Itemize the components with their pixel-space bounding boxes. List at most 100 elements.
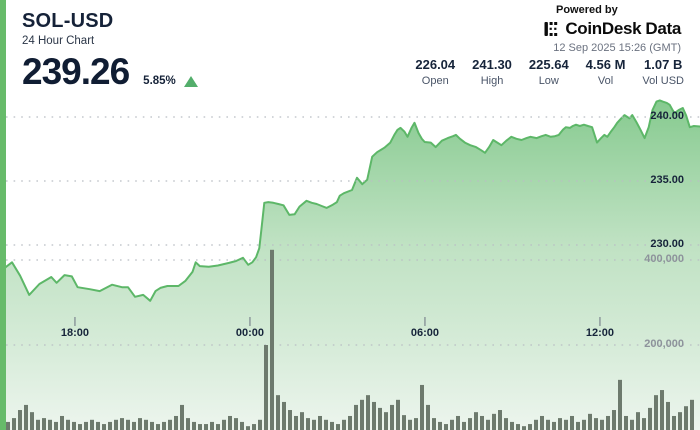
volume-bar bbox=[606, 415, 610, 430]
volume-bar bbox=[642, 418, 646, 430]
volume-bar bbox=[36, 419, 40, 430]
price-row: 239.26 5.85% bbox=[22, 53, 198, 90]
volume-bar bbox=[198, 424, 202, 430]
volume-bar bbox=[216, 424, 220, 430]
volume-bar bbox=[420, 384, 424, 430]
volume-bar bbox=[570, 415, 574, 430]
volume-bar bbox=[612, 410, 616, 430]
volume-bar bbox=[168, 419, 172, 430]
stat-label: High bbox=[480, 75, 504, 87]
volume-bar bbox=[330, 421, 334, 430]
volume-bar bbox=[186, 418, 190, 430]
brand-name: CoinDesk Data bbox=[565, 19, 681, 38]
volume-bar bbox=[378, 407, 382, 430]
stat-value: 241.30 bbox=[472, 57, 512, 72]
volume-bar bbox=[342, 419, 346, 430]
volume-bar bbox=[552, 421, 556, 430]
stat-value: 4.56 M bbox=[585, 57, 626, 72]
volume-bar bbox=[78, 424, 82, 430]
volume-bar bbox=[306, 418, 310, 430]
volume-bar bbox=[180, 404, 184, 430]
volume-bar bbox=[690, 399, 694, 430]
time-tick-label: 06:00 bbox=[410, 327, 440, 339]
current-price: 239.26 bbox=[22, 51, 130, 92]
volume-bar bbox=[222, 419, 226, 430]
volume-bar bbox=[18, 410, 22, 430]
volume-bar bbox=[414, 418, 418, 430]
up-triangle-icon bbox=[183, 76, 198, 87]
volume-bar bbox=[528, 424, 532, 430]
volume-axis-label: 200,000 bbox=[644, 338, 684, 350]
volume-bar bbox=[210, 421, 214, 430]
volume-bar bbox=[96, 421, 100, 430]
volume-bar bbox=[438, 421, 442, 430]
brand-block: Powered by CoinDesk Data 12 Sep 2025 15:2… bbox=[521, 4, 681, 54]
volume-bar bbox=[666, 401, 670, 430]
stat-open: 226.04 Open bbox=[415, 57, 455, 87]
volume-bar bbox=[42, 418, 46, 430]
stat-low: 225.64 Low bbox=[529, 57, 569, 87]
coindesk-logo[interactable]: CoinDesk Data bbox=[521, 19, 681, 39]
chart-subtitle: 24 Hour Chart bbox=[22, 35, 95, 47]
powered-by-label: Powered by bbox=[556, 4, 618, 16]
volume-bar bbox=[30, 412, 34, 430]
stat-value: 226.04 bbox=[415, 57, 456, 72]
volume-bar bbox=[648, 407, 652, 430]
volume-bar bbox=[462, 421, 466, 430]
volume-bar bbox=[264, 345, 268, 430]
volume-bar bbox=[534, 419, 538, 430]
time-tick-label: 12:00 bbox=[585, 327, 615, 339]
volume-bar bbox=[270, 249, 274, 430]
symbol-title: SOL-USD bbox=[22, 10, 114, 32]
volume-bar bbox=[402, 415, 406, 430]
volume-bar bbox=[48, 419, 52, 430]
volume-bar bbox=[24, 404, 28, 430]
volume-bar bbox=[492, 413, 496, 430]
volume-bar bbox=[162, 421, 166, 430]
volume-bar bbox=[432, 418, 436, 430]
volume-bar bbox=[288, 410, 292, 430]
header: SOL-USD 24 Hour Chart 239.26 5.85% bbox=[22, 10, 198, 90]
volume-bar bbox=[108, 421, 112, 430]
volume-bar bbox=[618, 379, 622, 430]
volume-bar bbox=[564, 419, 568, 430]
volume-bar bbox=[156, 424, 160, 430]
volume-bar bbox=[474, 412, 478, 430]
volume-bar bbox=[228, 415, 232, 430]
volume-bar bbox=[498, 410, 502, 430]
volume-bar bbox=[480, 415, 484, 430]
volume-bar bbox=[294, 415, 298, 430]
stat-label: Vol bbox=[597, 75, 614, 87]
volume-bar bbox=[174, 415, 178, 430]
volume-bar bbox=[426, 404, 430, 430]
left-accent-stripe bbox=[0, 0, 6, 430]
time-tick-label: 00:00 bbox=[235, 327, 265, 339]
volume-bar bbox=[390, 404, 394, 430]
volume-bar bbox=[516, 424, 520, 430]
volume-bar bbox=[60, 415, 64, 430]
volume-bar bbox=[234, 418, 238, 430]
volume-bar bbox=[546, 419, 550, 430]
volume-axis-label: 400,000 bbox=[644, 253, 684, 265]
volume-bar bbox=[258, 419, 262, 430]
volume-bar bbox=[684, 406, 688, 430]
volume-bar bbox=[240, 421, 244, 430]
volume-bar bbox=[366, 395, 370, 430]
volume-bar bbox=[630, 419, 634, 430]
volume-bar bbox=[594, 418, 598, 430]
time-tick-label: 18:00 bbox=[60, 327, 90, 339]
volume-bar bbox=[624, 415, 628, 430]
volume-bar bbox=[504, 418, 508, 430]
stat-vol: 4.56 M Vol bbox=[586, 57, 626, 87]
volume-bar bbox=[654, 395, 658, 430]
volume-bar bbox=[72, 421, 76, 430]
volume-bar bbox=[510, 421, 514, 430]
volume-bar bbox=[456, 415, 460, 430]
volume-bar bbox=[660, 390, 664, 430]
volume-bar bbox=[252, 424, 256, 430]
volume-bar bbox=[276, 395, 280, 430]
stat-high: 241.30 High bbox=[472, 57, 512, 87]
stat-label: Open bbox=[421, 75, 449, 87]
